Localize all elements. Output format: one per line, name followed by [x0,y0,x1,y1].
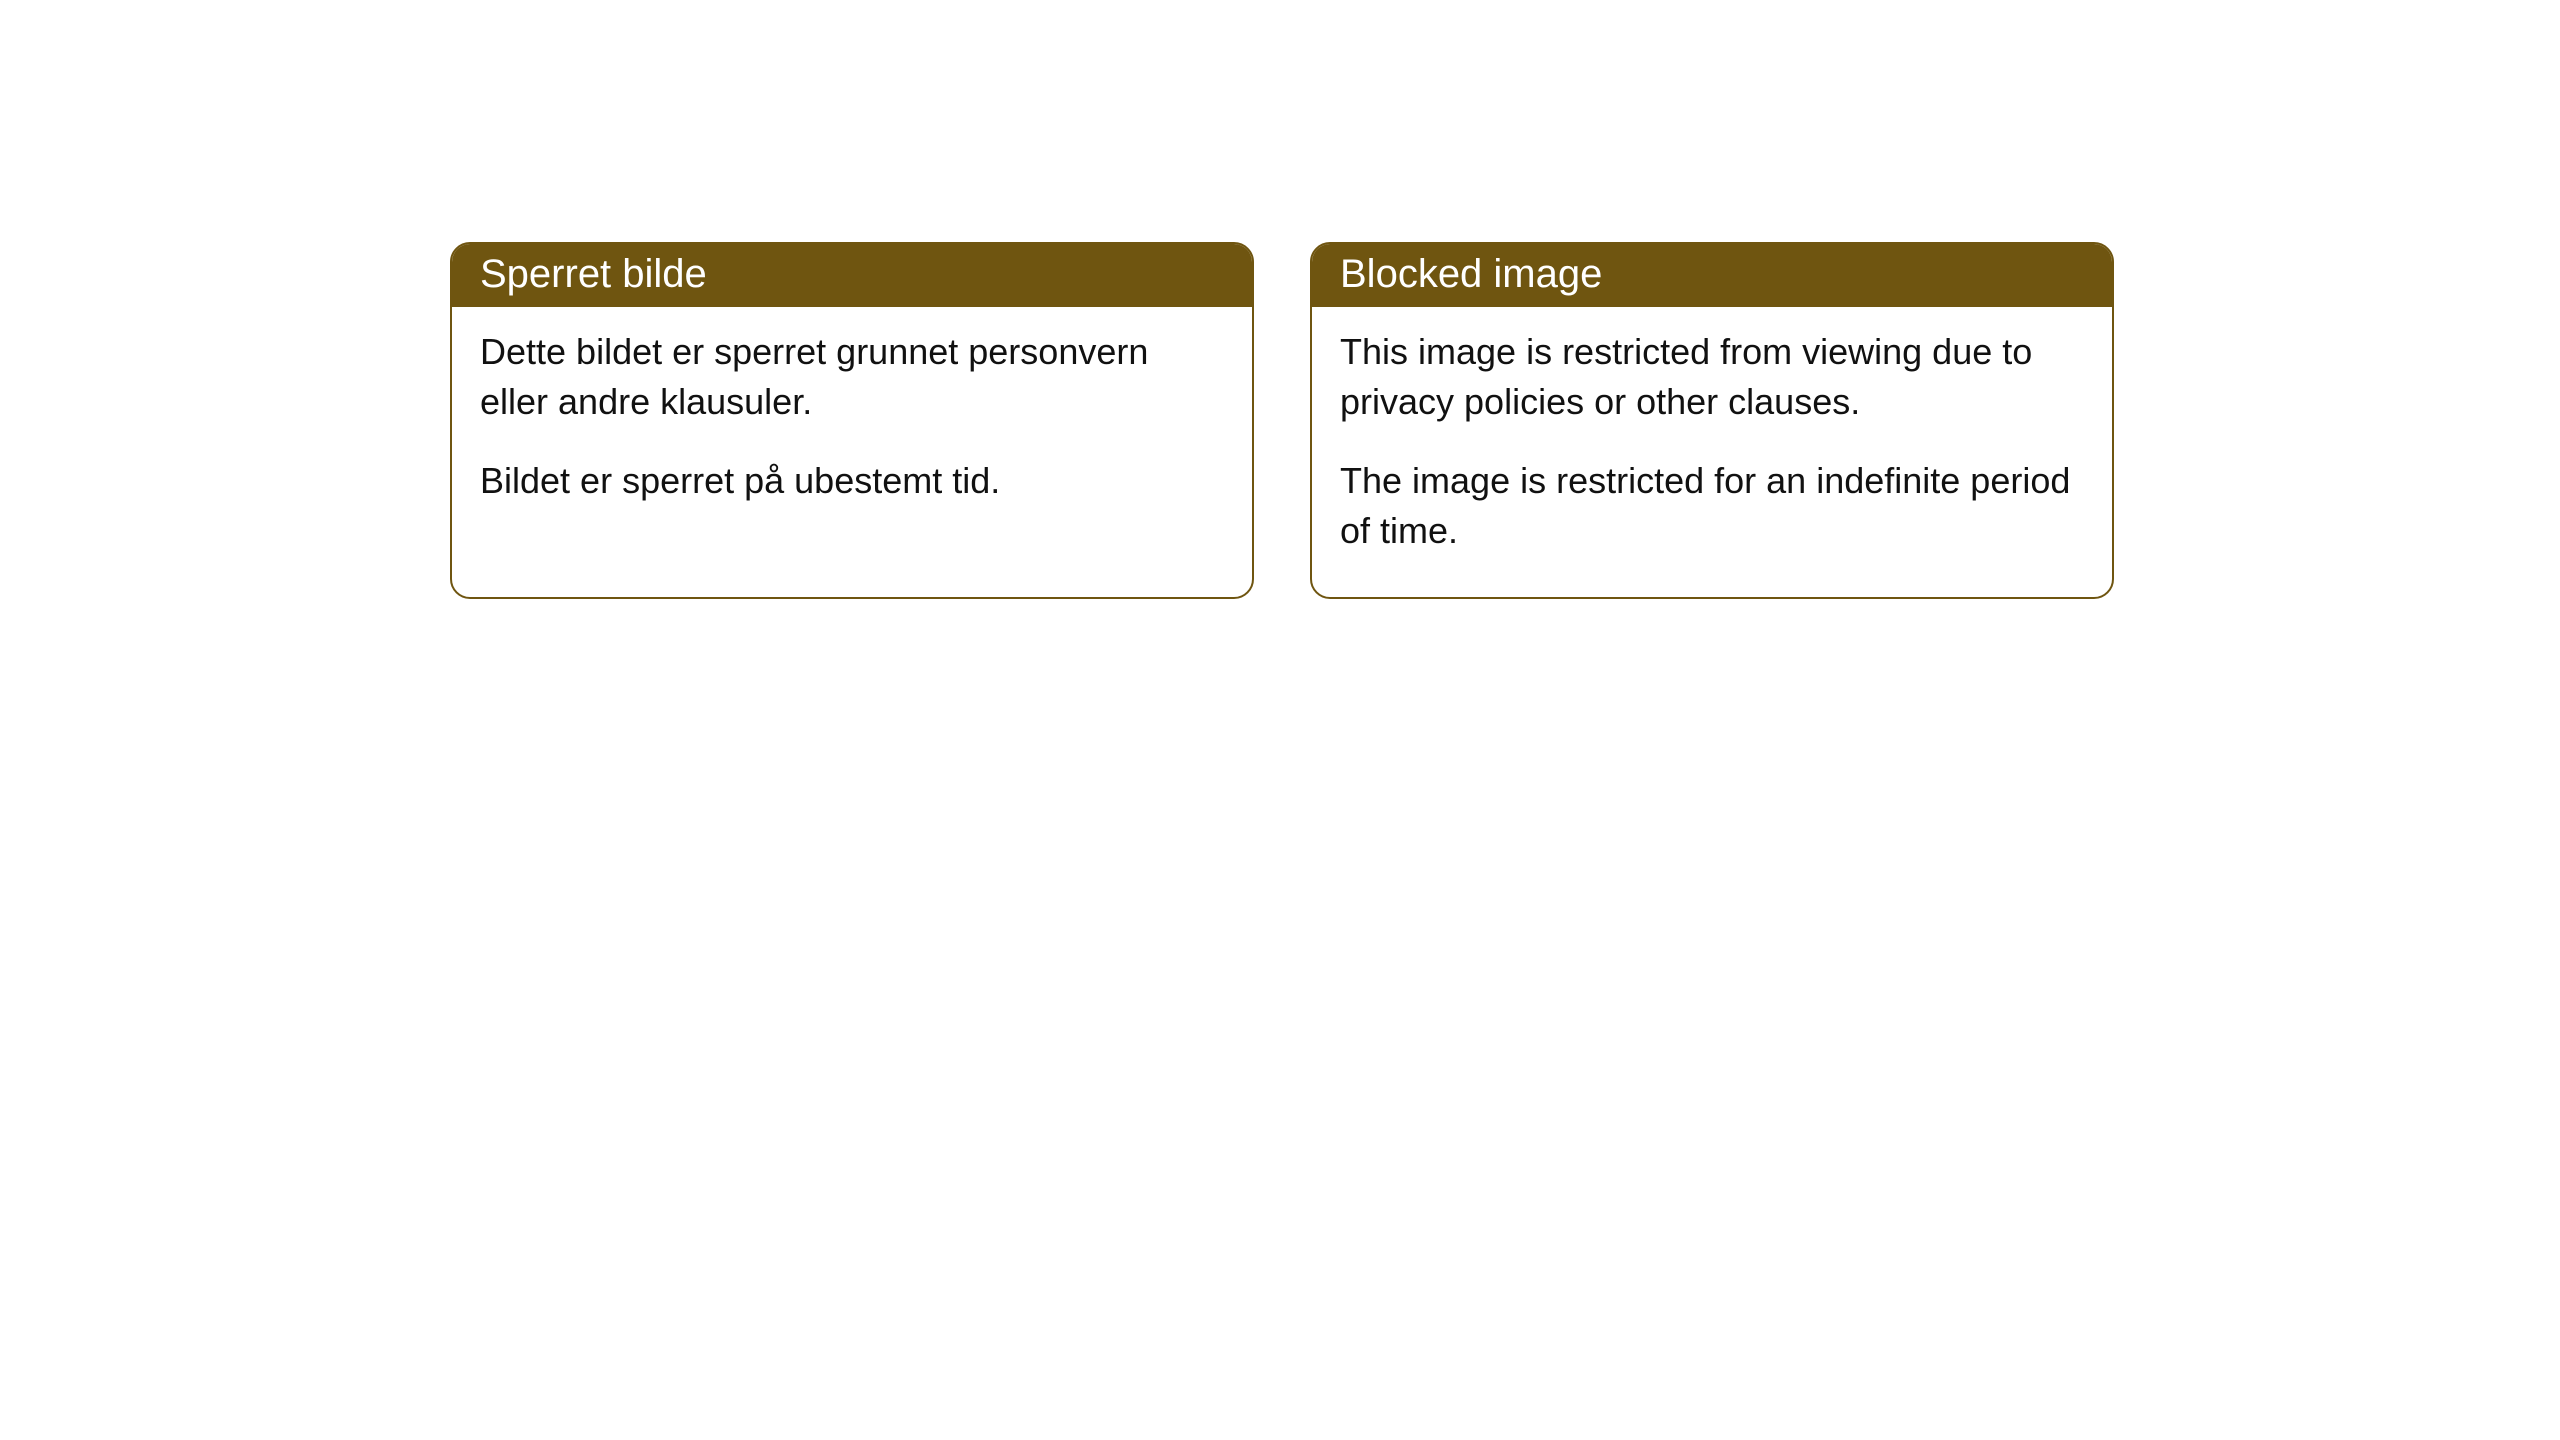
notice-body-norwegian: Dette bildet er sperret grunnet personve… [452,307,1252,546]
notice-header-english: Blocked image [1312,244,2112,307]
notice-card-norwegian: Sperret bilde Dette bildet er sperret gr… [450,242,1254,599]
notice-paragraph: The image is restricted for an indefinit… [1340,456,2084,557]
notice-paragraph: Dette bildet er sperret grunnet personve… [480,327,1224,428]
notice-body-english: This image is restricted from viewing du… [1312,307,2112,597]
notice-paragraph: This image is restricted from viewing du… [1340,327,2084,428]
notice-paragraph: Bildet er sperret på ubestemt tid. [480,456,1224,506]
notice-container: Sperret bilde Dette bildet er sperret gr… [450,242,2114,599]
notice-header-norwegian: Sperret bilde [452,244,1252,307]
notice-card-english: Blocked image This image is restricted f… [1310,242,2114,599]
